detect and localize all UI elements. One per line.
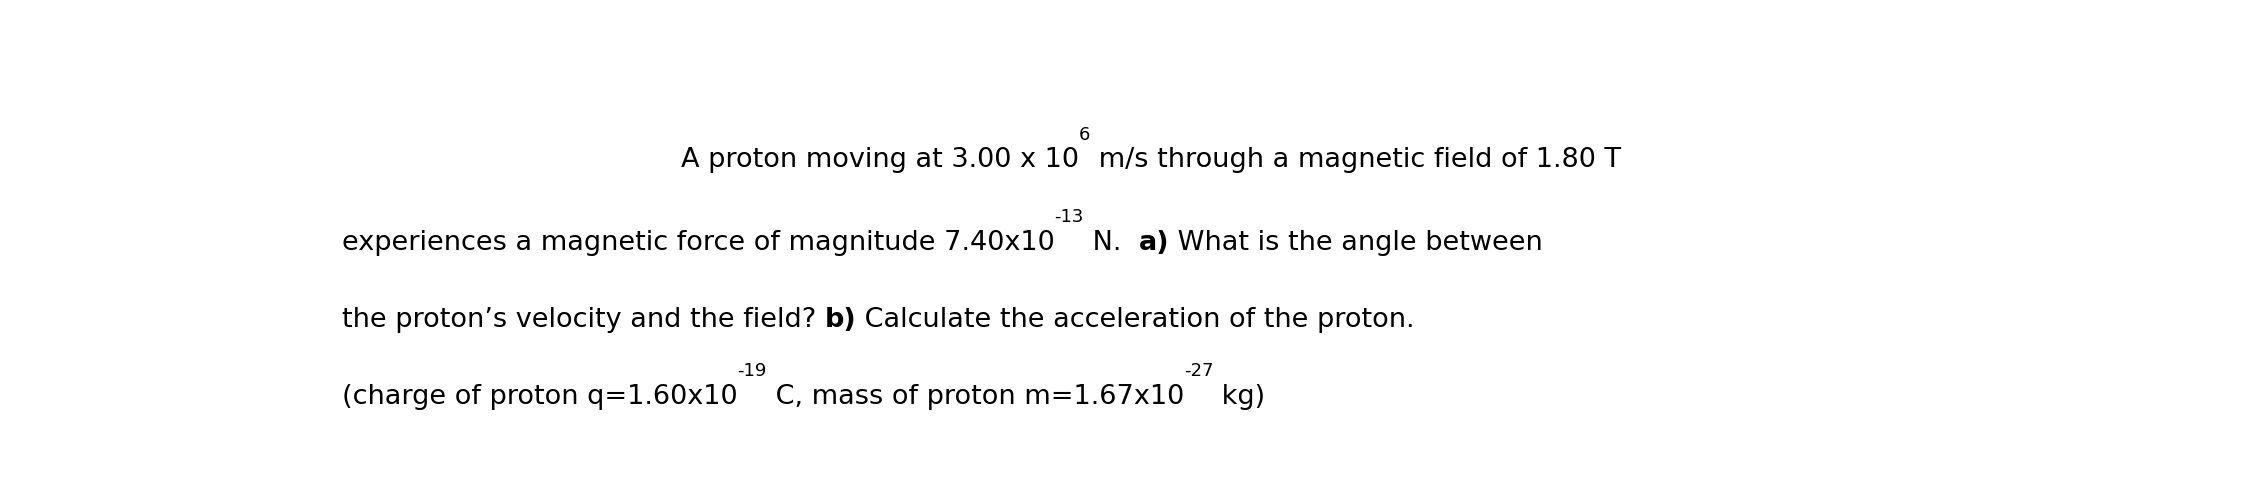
Text: m/s through a magnetic field of 1.80 T: m/s through a magnetic field of 1.80 T xyxy=(1089,148,1622,174)
Text: b): b) xyxy=(824,307,856,333)
Text: the proton’s velocity and the field?: the proton’s velocity and the field? xyxy=(341,307,824,333)
Text: A proton moving at 3.00 x 10: A proton moving at 3.00 x 10 xyxy=(681,148,1078,174)
Text: 6: 6 xyxy=(1078,126,1089,144)
Text: What is the angle between: What is the angle between xyxy=(1170,230,1543,256)
Text: -19: -19 xyxy=(737,362,766,380)
Text: -27: -27 xyxy=(1184,362,1213,380)
Text: kg): kg) xyxy=(1213,384,1264,410)
Text: (charge of proton q=1.60x10: (charge of proton q=1.60x10 xyxy=(341,384,737,410)
Text: -13: -13 xyxy=(1053,209,1085,227)
Text: Calculate the acceleration of the proton.: Calculate the acceleration of the proton… xyxy=(856,307,1415,333)
Text: N.: N. xyxy=(1085,230,1139,256)
Text: experiences a magnetic force of magnitude 7.40x10: experiences a magnetic force of magnitud… xyxy=(341,230,1053,256)
Text: C, mass of proton m=1.67x10: C, mass of proton m=1.67x10 xyxy=(766,384,1184,410)
Text: a): a) xyxy=(1139,230,1170,256)
